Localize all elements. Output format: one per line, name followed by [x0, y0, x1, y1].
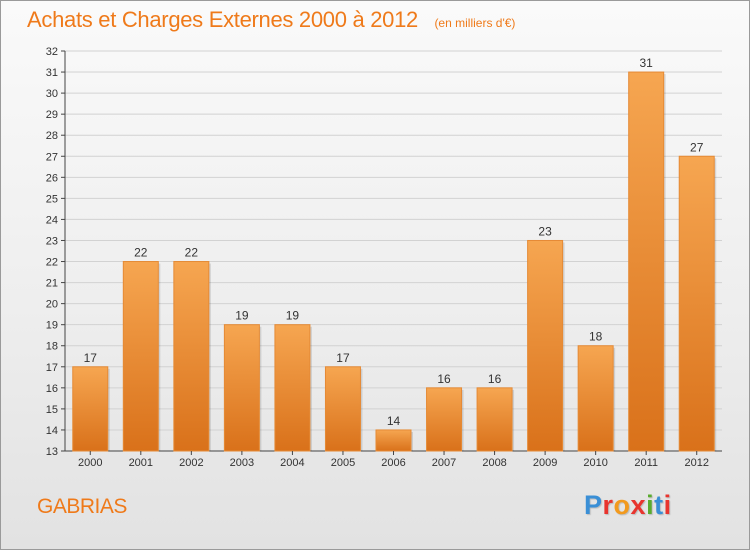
brand-letter: r [602, 490, 614, 520]
brand-letter: P [584, 490, 603, 520]
data-label: 18 [589, 330, 603, 344]
data-label: 31 [640, 56, 654, 70]
axes [64, 51, 722, 452]
bar [72, 366, 109, 452]
y-tick-label: 26 [46, 172, 58, 184]
y-tick-label: 19 [46, 320, 58, 332]
bars [72, 71, 717, 452]
y-tick-label: 21 [46, 278, 58, 290]
bar [577, 345, 614, 452]
bar [122, 261, 159, 452]
x-tick-label: 2003 [230, 457, 254, 469]
brand-letter: x [630, 490, 647, 520]
x-tick-label: 2004 [280, 457, 304, 469]
data-label: 23 [538, 224, 552, 238]
y-tick-label: 32 [46, 46, 58, 58]
grid-lines [65, 50, 722, 452]
data-label: 22 [134, 246, 148, 260]
bar [324, 366, 361, 452]
x-tick-label: 2006 [381, 457, 405, 469]
x-tick-label: 2002 [179, 457, 203, 469]
data-label: 17 [336, 351, 350, 365]
y-tick-label: 22 [46, 257, 58, 269]
bar [173, 261, 210, 452]
y-tick-label: 16 [46, 383, 58, 395]
data-labels: 17 22 22 19 19 17 14 16 16 23 18 31 27 [84, 56, 704, 428]
data-label: 16 [437, 372, 451, 386]
x-tick-label: 2010 [583, 457, 607, 469]
chart-title: Achats et Charges Externes 2000 à 2012 [27, 7, 418, 32]
x-tick-label: 2009 [533, 457, 557, 469]
y-tick-label: 15 [46, 404, 58, 416]
x-tick-label: 2011 [634, 457, 658, 469]
data-label: 19 [286, 309, 300, 323]
x-tick-label: 2001 [129, 457, 153, 469]
y-tick-label: 27 [46, 151, 58, 163]
y-tick-labels: 13 14 15 16 17 18 19 20 21 22 23 24 25 26 27 28 29 30 31 32 [46, 46, 65, 458]
commune-name: GABRIAS [37, 495, 127, 518]
bar [223, 324, 260, 452]
y-tick-label: 14 [46, 425, 58, 437]
chart-title-block: Achats et Charges Externes 2000 à 2012 (… [27, 7, 515, 33]
bar [426, 387, 463, 452]
x-tick-label: 2012 [684, 457, 708, 469]
x-tick-label: 2008 [482, 457, 506, 469]
data-label: 27 [690, 140, 704, 154]
y-tick-label: 24 [46, 214, 58, 226]
x-tick-labels: 2000 2001 2002 2003 2004 2005 2006 2007 2008 2009… [78, 451, 709, 469]
y-tick-label: 17 [46, 362, 58, 374]
data-label: 22 [185, 246, 199, 260]
x-tick-label: 2000 [78, 457, 102, 469]
y-tick-label: 25 [46, 193, 58, 205]
y-tick-label: 20 [46, 299, 58, 311]
data-label: 16 [488, 372, 502, 386]
bar [375, 429, 412, 452]
brand-logo: Proxiti [584, 490, 672, 521]
x-tick-label: 2007 [432, 457, 456, 469]
bar [527, 239, 564, 452]
brand-letter: i [646, 490, 655, 520]
bar [476, 387, 513, 452]
x-tick-label: 2005 [331, 457, 355, 469]
brand-letter: i [663, 490, 672, 520]
y-tick-label: 23 [46, 235, 58, 247]
brand-letter: o [613, 490, 631, 520]
brand-letter: t [654, 490, 664, 520]
data-label: 19 [235, 309, 249, 323]
chart-unit: (en milliers d'€) [434, 16, 516, 30]
data-label: 14 [387, 414, 401, 428]
y-tick-label: 31 [46, 67, 58, 79]
y-tick-label: 29 [46, 109, 58, 121]
y-tick-label: 28 [46, 130, 58, 142]
y-tick-label: 30 [46, 88, 58, 100]
bar [678, 155, 715, 452]
data-label: 17 [84, 351, 98, 365]
y-tick-label: 18 [46, 341, 58, 353]
y-tick-label: 13 [46, 446, 58, 458]
bar [628, 71, 665, 452]
bar [274, 324, 311, 452]
